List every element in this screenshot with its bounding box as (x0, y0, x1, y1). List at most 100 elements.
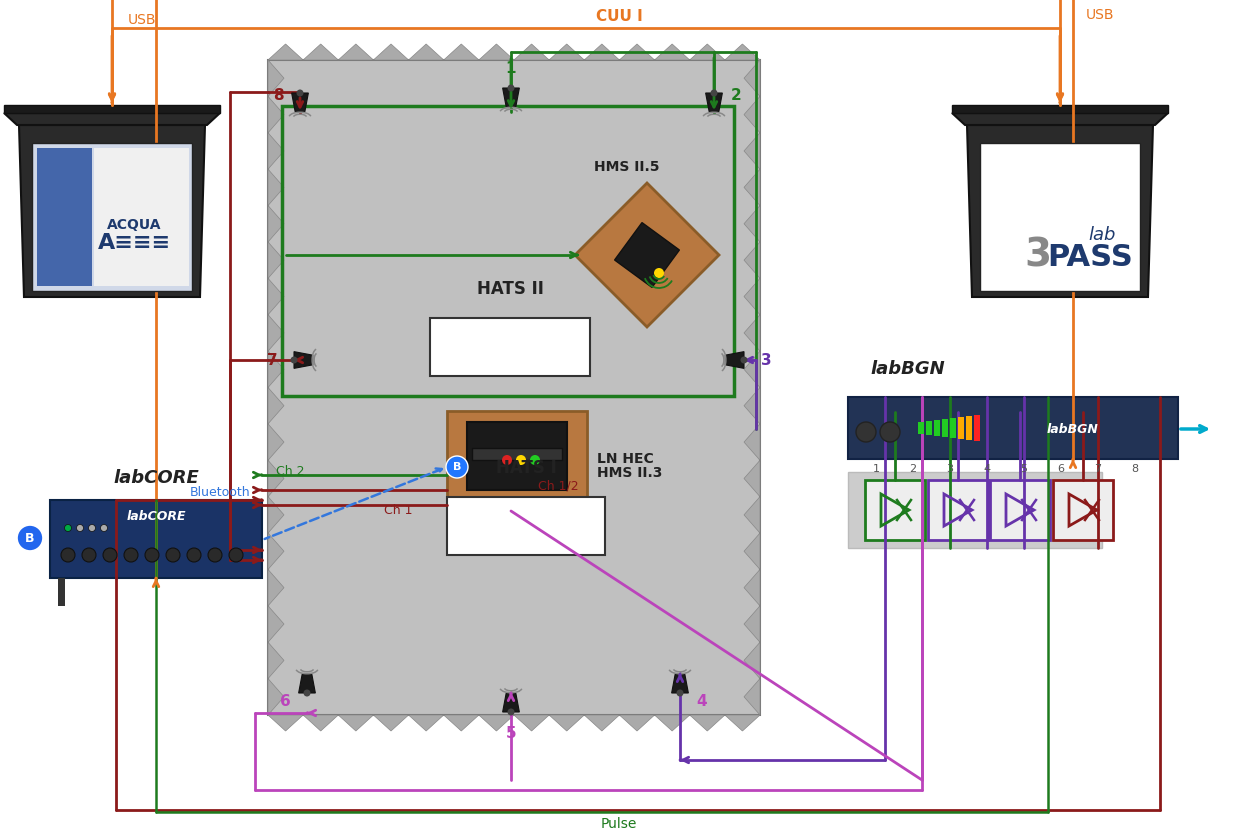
Text: USB: USB (1086, 8, 1114, 22)
Polygon shape (744, 605, 760, 642)
Text: Ch 2: Ch 2 (276, 465, 305, 478)
Bar (950, 418, 956, 438)
Text: labBGN: labBGN (870, 360, 946, 378)
Text: PASS: PASS (1047, 243, 1133, 272)
Text: HATS I: HATS I (495, 459, 556, 477)
Polygon shape (725, 44, 760, 60)
Text: USB: USB (128, 13, 156, 27)
Bar (966, 416, 972, 440)
Polygon shape (744, 205, 760, 242)
Polygon shape (744, 242, 760, 279)
Text: LN HEC: LN HEC (597, 452, 654, 466)
Polygon shape (619, 715, 655, 731)
Polygon shape (292, 93, 308, 112)
Polygon shape (267, 60, 284, 97)
Text: 3: 3 (760, 353, 771, 368)
Polygon shape (338, 715, 374, 731)
Polygon shape (725, 715, 760, 731)
Polygon shape (267, 169, 284, 205)
Text: 3: 3 (947, 464, 953, 474)
Polygon shape (514, 715, 550, 731)
Bar (848, 472, 1102, 548)
Circle shape (229, 548, 243, 562)
Polygon shape (298, 675, 316, 693)
Circle shape (124, 548, 137, 562)
Polygon shape (19, 125, 206, 297)
Polygon shape (267, 497, 284, 533)
Polygon shape (514, 44, 550, 60)
Circle shape (516, 455, 526, 465)
Polygon shape (614, 223, 680, 288)
Polygon shape (267, 44, 303, 60)
Bar (94, 148, 189, 286)
Polygon shape (267, 388, 284, 424)
Text: 6: 6 (280, 694, 291, 709)
Text: 3: 3 (1025, 236, 1052, 274)
Text: labCORE: labCORE (113, 469, 199, 487)
Polygon shape (267, 133, 284, 169)
Polygon shape (744, 60, 760, 97)
Polygon shape (267, 205, 284, 242)
Text: 4: 4 (983, 464, 990, 474)
Bar (926, 421, 932, 435)
Polygon shape (744, 642, 760, 679)
Polygon shape (374, 715, 409, 731)
Bar (990, 480, 1050, 540)
Circle shape (501, 455, 513, 465)
Polygon shape (690, 715, 725, 731)
Polygon shape (584, 44, 619, 60)
Polygon shape (479, 715, 514, 731)
Circle shape (303, 690, 311, 696)
Bar (447, 411, 587, 507)
Polygon shape (744, 169, 760, 205)
Polygon shape (550, 44, 584, 60)
Polygon shape (550, 715, 584, 731)
Text: 7: 7 (266, 353, 277, 368)
Polygon shape (267, 424, 284, 460)
Circle shape (508, 84, 515, 92)
Text: 2: 2 (910, 464, 916, 474)
Bar (958, 417, 964, 439)
Bar (472, 448, 562, 460)
Polygon shape (267, 715, 303, 731)
Polygon shape (706, 93, 722, 112)
Circle shape (296, 89, 303, 97)
Bar (267, 60, 760, 715)
Polygon shape (690, 44, 725, 60)
Polygon shape (267, 279, 284, 314)
Polygon shape (952, 113, 1167, 125)
Circle shape (530, 455, 540, 465)
Polygon shape (443, 44, 479, 60)
Circle shape (77, 525, 83, 531)
Circle shape (291, 356, 297, 364)
Bar (919, 422, 924, 434)
Polygon shape (744, 97, 760, 133)
Bar (980, 143, 1140, 291)
Polygon shape (267, 605, 284, 642)
Polygon shape (744, 314, 760, 351)
Polygon shape (744, 533, 760, 570)
Bar (37, 148, 92, 286)
Polygon shape (443, 715, 479, 731)
Polygon shape (744, 679, 760, 715)
Circle shape (208, 548, 222, 562)
Bar (467, 422, 567, 490)
Circle shape (61, 548, 76, 562)
Polygon shape (744, 351, 760, 388)
Polygon shape (267, 351, 284, 388)
Text: HATS II: HATS II (477, 280, 543, 298)
Text: Ch 1/2: Ch 1/2 (537, 480, 578, 493)
Polygon shape (374, 44, 409, 60)
Polygon shape (267, 314, 284, 351)
Polygon shape (744, 460, 760, 497)
Text: B: B (453, 462, 462, 472)
Circle shape (880, 422, 900, 442)
Polygon shape (619, 44, 655, 60)
Text: 1: 1 (873, 464, 879, 474)
Circle shape (446, 456, 468, 478)
Bar (933, 420, 940, 436)
Polygon shape (267, 97, 284, 133)
Polygon shape (744, 570, 760, 605)
Text: 1: 1 (506, 61, 516, 76)
Polygon shape (267, 533, 284, 570)
